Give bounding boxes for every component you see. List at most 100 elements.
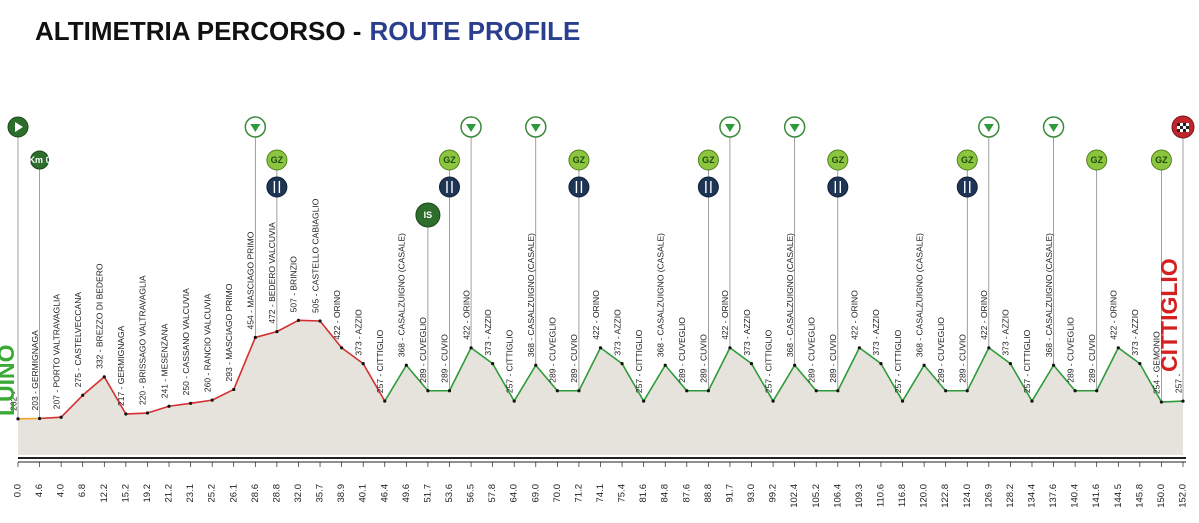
finish-check: [1177, 126, 1180, 129]
finish-check: [1180, 129, 1183, 132]
badge-label: GZ: [271, 155, 284, 165]
elevation-label: 368 - CASALZUIGNO (CASALE): [655, 233, 665, 357]
elevation-label: 257 - CITTIGLIO: [893, 329, 903, 393]
elevation-label: 257 - CITTIGLIO: [1022, 329, 1032, 393]
waypoint: [879, 362, 883, 366]
km-label: 110.6: [875, 484, 886, 507]
waypoint: [275, 330, 279, 334]
start-arrow: [15, 122, 23, 132]
profile-segment: [211, 388, 235, 401]
badge-label: GZ: [961, 155, 974, 165]
elevation-label: 422 - ORINO: [979, 290, 989, 340]
profile-segment: [1009, 362, 1033, 402]
waypoint: [944, 389, 948, 393]
profile-segment: [383, 364, 408, 402]
profile-segment: [362, 362, 386, 402]
profile-segment: [1139, 362, 1163, 403]
elevation-label: 289 - CUVEGLIO: [1065, 317, 1075, 383]
sprint-arrow: [466, 124, 477, 132]
profile-segment: [1052, 364, 1076, 392]
elevation-label: 203 - GERMIGNAGA: [30, 330, 40, 411]
waypoint: [1138, 362, 1142, 366]
badge: [415, 202, 441, 228]
finish-name: CITTIGLIO: [1156, 258, 1182, 372]
km-label: 57.8: [487, 484, 498, 503]
waypoint: [124, 412, 128, 416]
waypoint: [534, 363, 538, 367]
badge: [568, 149, 590, 171]
profile-area: [18, 320, 1183, 455]
elevation-label: 373 - AZZIO: [1001, 309, 1011, 356]
profile-segment: [534, 364, 559, 392]
km-label: 137.6: [1048, 484, 1059, 508]
km-label: 120.0: [919, 484, 930, 508]
profile-segment: [470, 346, 494, 365]
profile-segment: [297, 319, 321, 322]
elevation-label: 257 - CITTIGLIO: [375, 329, 385, 393]
km-label: 102.4: [789, 484, 800, 508]
food-icon: [697, 176, 719, 198]
waypoint: [1116, 346, 1120, 350]
waypoint: [620, 362, 624, 366]
profile-segment: [621, 362, 645, 402]
waypoint: [383, 399, 387, 403]
finish-check: [1186, 123, 1189, 126]
waypoint: [81, 393, 85, 397]
elevation-label: 422 - ORINO: [850, 290, 860, 340]
badge: [30, 150, 50, 170]
km-label: 141.6: [1091, 484, 1102, 508]
km-label: 35.7: [315, 484, 326, 503]
waypoint: [145, 411, 150, 415]
km-label: 4.0: [56, 484, 67, 497]
profile-segment: [405, 364, 429, 392]
km-label: 40.1: [358, 484, 369, 503]
elevation-label: 289 - CUVEGLIO: [936, 317, 946, 383]
chart-subtitle: ROUTE PROFILE: [369, 16, 581, 46]
elevation-label: 332 - BREZZO DI BEDERO: [95, 263, 105, 369]
waypoint: [253, 335, 257, 340]
elevation-label: 368 - CASALZUIGNO (CASALE): [1044, 233, 1054, 357]
elevation-label: 289 - CUVIO: [569, 334, 579, 383]
elevation-label: 373 - AZZIO: [483, 309, 493, 356]
profile-segment: [599, 346, 623, 365]
badge-label: GZ: [573, 155, 586, 165]
profile-segment: [232, 336, 257, 391]
km-label: 70.0: [552, 484, 563, 503]
finish-check: [1183, 126, 1186, 129]
elevation-label: 250 - CASSANO VALCUVIA: [181, 288, 191, 395]
badge: [827, 149, 849, 171]
waypoint: [1181, 399, 1185, 403]
start-name: LUINO: [0, 344, 19, 416]
elevation-label: 373 - AZZIO: [353, 309, 363, 356]
profile-segment: [923, 364, 947, 392]
waypoint: [167, 404, 171, 408]
profile-segment: [793, 364, 818, 392]
waypoint: [210, 398, 214, 402]
waypoint: [59, 415, 63, 419]
elevation-label: 422 - ORINO: [332, 290, 342, 340]
profile-segment: [189, 399, 213, 405]
km-label: 150.0: [1156, 484, 1167, 508]
finish-check: [1183, 129, 1186, 132]
waypoint: [1095, 389, 1099, 393]
profile-segment: [729, 346, 753, 365]
badge-label: GZ: [702, 155, 715, 165]
elevation-label: 368 - CASALZUIGNO (CASALE): [526, 233, 536, 357]
elevation-label: 289 - CUVIO: [828, 334, 838, 383]
waypoint: [426, 389, 430, 393]
profile-segment: [168, 402, 192, 408]
badge-label: Km 0: [29, 155, 51, 165]
km-label: 4.6: [34, 484, 45, 497]
badge-label: GZ: [832, 155, 845, 165]
profile-segment: [707, 346, 731, 392]
profile-segment: [319, 320, 343, 349]
km-label: 64.0: [509, 484, 520, 503]
km-label: 81.6: [638, 484, 649, 503]
food-icon: [438, 176, 460, 198]
elevation-label: 373 - AZZIO: [871, 309, 881, 356]
profile-segment: [966, 346, 990, 392]
waypoint: [512, 399, 516, 403]
km-label: 46.4: [379, 484, 390, 503]
waypoint: [16, 417, 20, 421]
profile-segment: [901, 364, 925, 402]
